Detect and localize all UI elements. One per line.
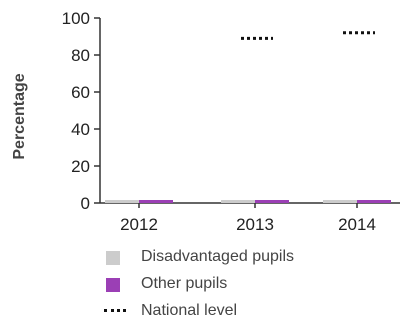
x-tick-label-2014: 2014 xyxy=(338,215,376,234)
y-axis-title: Percentage xyxy=(11,73,28,159)
legend-label-national-level: National level xyxy=(141,302,238,319)
x-tick-label-2012: 2012 xyxy=(120,215,158,234)
legend-label-other-pupils: Other pupils xyxy=(141,275,228,292)
bar-other-2012 xyxy=(139,200,173,203)
y-tick-label-0: 0 xyxy=(81,194,90,213)
y-tick-label-80: 80 xyxy=(71,46,90,65)
legend-item-other-pupils: Other pupils xyxy=(104,275,404,297)
bar-disadvantaged-2013 xyxy=(221,200,255,203)
legend-label-disadvantaged-pupils: Disadvantaged pupils xyxy=(141,248,294,265)
legend-line-national-level xyxy=(104,309,126,312)
y-tick-label-100: 100 xyxy=(62,9,90,28)
legend-item-national-level: National level xyxy=(104,302,404,324)
y-tick-label-60: 60 xyxy=(71,83,90,102)
y-tick-label-40: 40 xyxy=(71,120,90,139)
bar-disadvantaged-2014 xyxy=(323,200,357,203)
bar-other-2014 xyxy=(357,200,391,203)
x-tick-label-2013: 2013 xyxy=(236,215,274,234)
legend-swatch-other-pupils xyxy=(106,278,120,292)
y-tick-label-20: 20 xyxy=(71,157,90,176)
bar-other-2013 xyxy=(255,200,289,203)
legend-swatch-disadvantaged-pupils xyxy=(106,251,120,265)
legend-item-disadvantaged-pupils: Disadvantaged pupils xyxy=(104,248,404,270)
bar-disadvantaged-2012 xyxy=(105,200,139,203)
